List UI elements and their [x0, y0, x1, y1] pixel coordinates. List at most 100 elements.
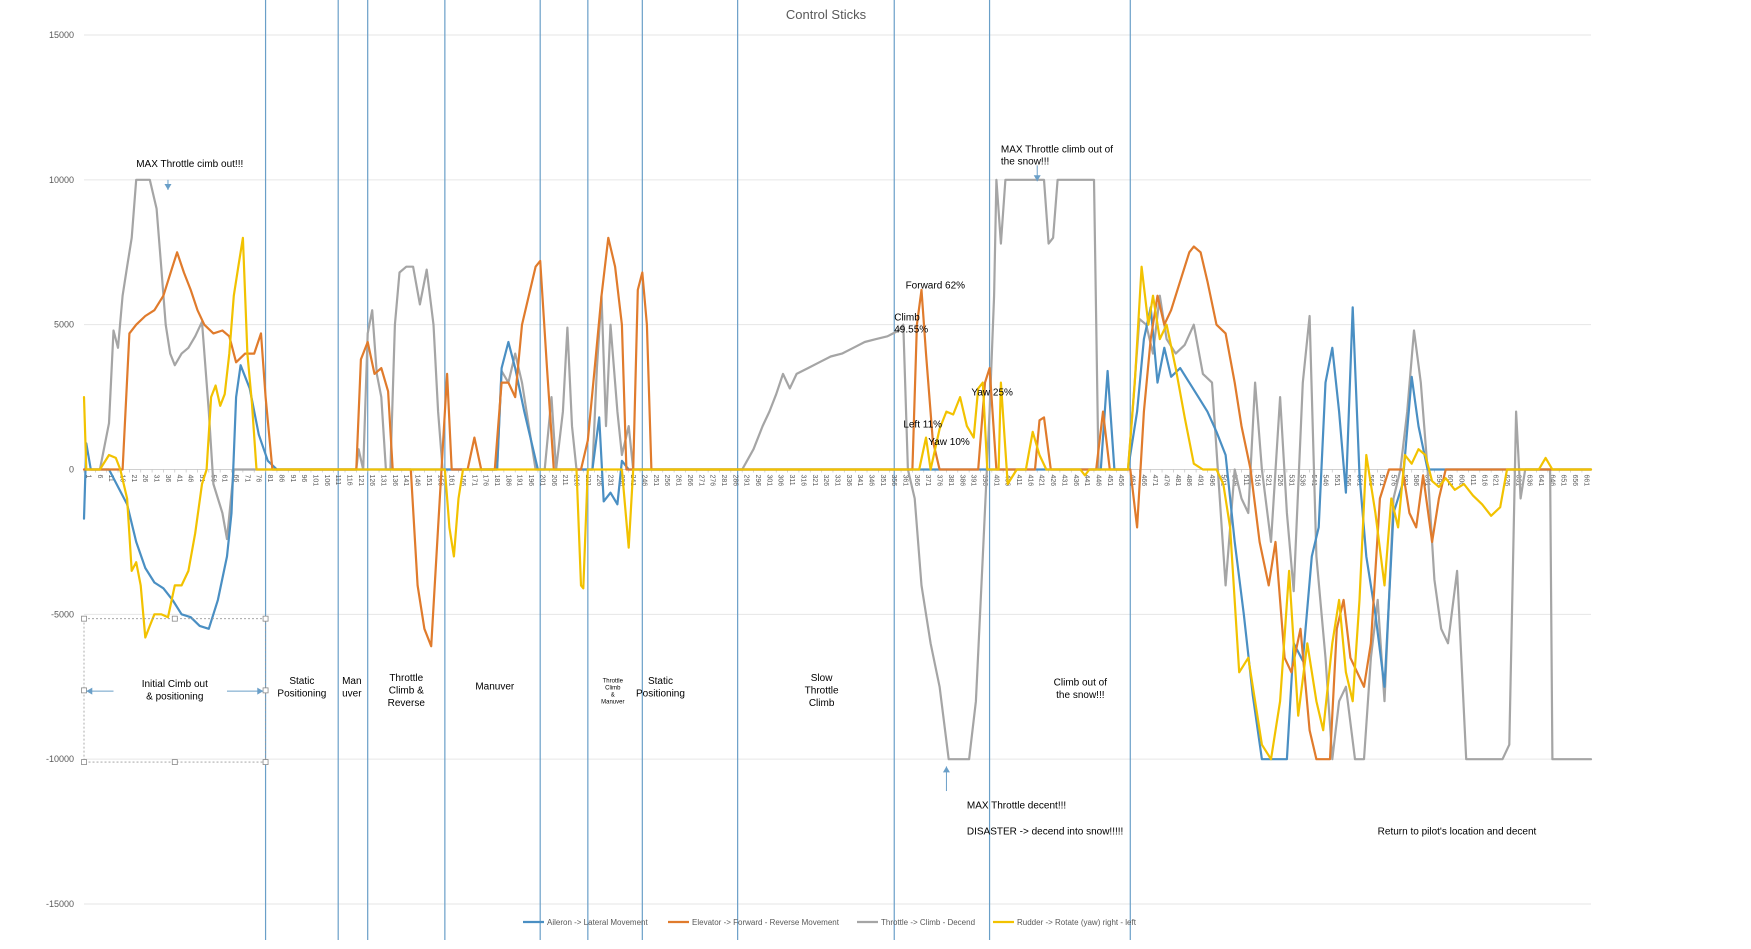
x-tick-label: 426 — [1049, 475, 1056, 487]
x-tick-label: 466 — [1140, 475, 1147, 487]
x-tick-label: 26 — [141, 475, 148, 483]
annotation-line: Left 11% — [903, 419, 942, 430]
x-tick-label: 21 — [130, 475, 137, 483]
x-tick-label: 171 — [470, 475, 477, 487]
x-tick-label: 76 — [255, 475, 262, 483]
x-tick-label: 551 — [1333, 475, 1340, 487]
x-tick-label: 621 — [1492, 475, 1499, 487]
x-tick-label: 661 — [1582, 475, 1589, 487]
annotation-arrow-head — [164, 183, 172, 190]
section-label: Initial Cimb out & positioning — [142, 679, 208, 703]
y-tick-label: 10000 — [49, 175, 74, 185]
annotation-line: the snow!!! — [1001, 156, 1049, 167]
section-label-line: Reverse — [388, 698, 426, 709]
x-tick-label: 181 — [493, 475, 500, 487]
annotation-arrow-head — [1033, 175, 1041, 182]
x-tick-label: 6 — [96, 475, 103, 479]
chart-title: Control Sticks — [786, 7, 867, 22]
section-label-line: Man — [342, 676, 361, 687]
annotation-label: MAX Throttle climb out of the snow!!! — [1001, 144, 1113, 167]
x-tick-label: 231 — [607, 475, 614, 487]
x-tick-label: 591 — [1424, 475, 1431, 487]
x-tick-label: 46 — [187, 475, 194, 483]
legend-label-aileron: Aileron -> Lateral Movement — [547, 918, 648, 927]
x-tick-label: 71 — [243, 475, 250, 483]
selection-handle — [81, 687, 87, 694]
selection-box — [81, 615, 269, 765]
x-tick-label: 301 — [765, 475, 772, 487]
x-tick-label: 656 — [1571, 475, 1578, 487]
legend-label-elevator: Elevator -> Forward - Reverse Movement — [692, 918, 840, 927]
annotation-line: MAX Throttle climb out of — [1001, 144, 1113, 155]
x-tick-label: 536 — [1299, 475, 1306, 487]
x-tick-label: 306 — [777, 475, 784, 487]
x-tick-label: 191 — [516, 475, 523, 487]
x-tick-label: 266 — [686, 475, 693, 487]
x-tick-label: 151 — [425, 475, 432, 487]
x-tick-label: 96 — [300, 475, 307, 483]
x-tick-label: 361 — [902, 475, 909, 487]
x-tick-label: 596 — [1435, 475, 1442, 487]
annotation-line: Return to pilot's location and decent — [1378, 826, 1537, 837]
annotation-label: MAX Throttle cimb out!!! — [136, 159, 243, 170]
x-tick-label: 401 — [992, 475, 999, 487]
x-tick-label: 601 — [1446, 475, 1453, 487]
x-tick-label: 161 — [448, 475, 455, 487]
annotation-label: MAX Throttle decent!!! — [967, 800, 1066, 811]
x-tick-label: 1 — [85, 475, 92, 479]
y-tick-label: 15000 — [49, 30, 74, 40]
x-tick-label: 396 — [981, 475, 988, 487]
x-tick-label: 176 — [482, 475, 489, 487]
section-label: Throttle Climb & Reverse — [388, 673, 426, 709]
annotation-label: Forward 62% — [906, 280, 966, 291]
y-tick-label: -5000 — [51, 609, 74, 619]
section-label-line: Static — [648, 676, 673, 687]
section-label-line: Climb out of — [1054, 677, 1108, 688]
y-tick-label: 5000 — [54, 320, 74, 330]
section-label-line: the snow!!! — [1056, 690, 1104, 701]
legend-label-rudder: Rudder -> Rotate (yaw) right - left — [1017, 918, 1137, 927]
annotation-arrow-head — [86, 687, 93, 695]
x-tick-label: 316 — [799, 475, 806, 487]
section-label-line: Static — [289, 676, 314, 687]
x-tick-label: 616 — [1480, 475, 1487, 487]
x-tick-label: 571 — [1378, 475, 1385, 487]
x-tick-label: 431 — [1060, 475, 1067, 487]
section-label-line: Manuver — [475, 682, 515, 693]
x-tick-label: 341 — [856, 475, 863, 487]
x-tick-label: 486 — [1185, 475, 1192, 487]
x-tick-label: 166 — [459, 475, 466, 487]
x-tick-label: 491 — [1197, 475, 1204, 487]
section-label-line: Throttle — [389, 673, 423, 684]
x-tick-label: 321 — [811, 475, 818, 487]
y-tick-label: 0 — [69, 465, 74, 475]
x-tick-label: 146 — [414, 475, 421, 487]
x-tick-label: 521 — [1265, 475, 1272, 487]
x-tick-label: 531 — [1287, 475, 1294, 487]
selection-handle — [262, 615, 269, 622]
x-tick-label: 606 — [1458, 475, 1465, 487]
annotation-line: DISASTER -> decend into snow!!!!! — [967, 826, 1123, 837]
x-tick-label: 136 — [391, 475, 398, 487]
series-line-elevator — [82, 236, 1593, 761]
x-tick-label: 256 — [663, 475, 670, 487]
x-tick-label: 326 — [822, 475, 829, 487]
x-tick-label: 356 — [890, 475, 897, 487]
x-tick-label: 476 — [1163, 475, 1170, 487]
section-label-line: & positioning — [146, 691, 203, 702]
x-tick-label: 586 — [1412, 475, 1419, 487]
x-tick-label: 296 — [754, 475, 761, 487]
annotation-arrow-head — [257, 687, 264, 695]
x-tick-label: 236 — [618, 475, 625, 487]
x-tick-label: 641 — [1537, 475, 1544, 487]
legend-label-throttle: Throttle -> Climb - Decend — [881, 918, 975, 927]
x-tick-label: 141 — [402, 475, 409, 487]
annotation-line: MAX Throttle decent!!! — [967, 800, 1066, 811]
x-tick-label: 411 — [1015, 475, 1022, 486]
annotation-line: MAX Throttle cimb out!!! — [136, 159, 243, 170]
section-label-line: Positioning — [636, 688, 685, 699]
x-tick-label: 291 — [743, 475, 750, 487]
x-tick-label: 196 — [527, 475, 534, 487]
